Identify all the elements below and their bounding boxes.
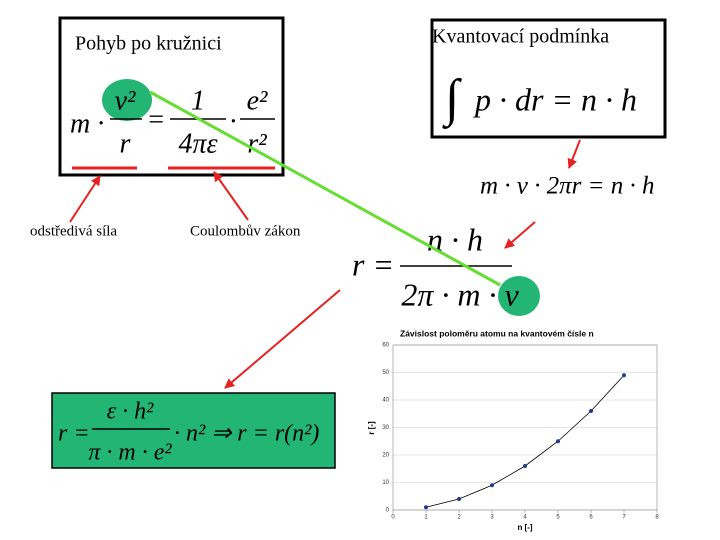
formula: 2π · m · v	[401, 276, 519, 312]
formula: r =	[352, 246, 394, 282]
chart-area	[365, 325, 665, 535]
connector	[149, 90, 501, 287]
x-tick-label: 7	[622, 515, 626, 521]
y-tick-label: 10	[382, 480, 389, 486]
box-title: Kvantovací podmínka	[432, 26, 609, 48]
y-tick-label: 20	[382, 453, 389, 459]
arrow	[69, 175, 101, 223]
point	[424, 505, 428, 510]
highlight	[102, 79, 152, 121]
formula: e²	[247, 85, 268, 116]
y-tick-label: 60	[382, 343, 389, 349]
y-axis-label: r [-]	[367, 421, 376, 435]
formula: r²	[247, 128, 267, 159]
x-tick-label: 4	[523, 515, 527, 521]
y-tick-label: 40	[382, 398, 389, 404]
formula: r	[120, 128, 131, 159]
arrow	[504, 221, 536, 249]
point	[523, 464, 527, 468]
formula: r =	[58, 421, 90, 447]
x-tick-label: 6	[589, 515, 593, 521]
y-tick-label: 50	[382, 370, 389, 376]
formula: m · v · 2πr = n · h	[480, 173, 655, 200]
formula: · n² ⇒ r = r(n²)	[174, 421, 319, 447]
arrow	[213, 171, 249, 221]
highlight	[498, 276, 540, 316]
formula: ·	[230, 106, 237, 137]
x-tick-label: 1	[424, 515, 428, 521]
label: odstředivá síla	[30, 223, 117, 239]
formula: 4πε	[178, 128, 217, 159]
formula: =	[147, 104, 166, 135]
formula: ∫	[442, 70, 462, 129]
x-tick-label: 0	[391, 515, 395, 521]
point	[622, 373, 626, 378]
point	[556, 439, 560, 444]
arrow	[224, 289, 341, 389]
x-tick-label: 5	[556, 515, 560, 521]
plot-frame	[392, 344, 658, 511]
formula: ε · h²	[107, 399, 154, 425]
formula: p · dr = n · h	[473, 81, 637, 117]
formula: π · m · e²	[88, 440, 172, 466]
point	[457, 497, 461, 501]
result-box	[51, 392, 336, 469]
formula: v²	[115, 85, 136, 116]
chart-title: Závislost poloměru atomu na kvantovém čí…	[400, 328, 594, 338]
label: Coulombův zákon	[190, 223, 301, 239]
x-tick-label: 3	[490, 515, 494, 521]
point	[589, 409, 593, 413]
box	[430, 18, 667, 139]
x-tick-label: 8	[655, 515, 659, 521]
formula: m ·	[70, 108, 104, 139]
box-title: Pohyb po kružnici	[75, 33, 222, 55]
x-tick-label: 2	[457, 515, 461, 521]
formula: 1	[191, 85, 205, 116]
plot: 0 10 20 30 40 50 60 0 1 2 3 4 5 6 7 8	[382, 343, 659, 521]
y-tick-label: 30	[382, 425, 389, 431]
formula: n · h	[427, 221, 483, 257]
x-axis-label: n [-]	[517, 523, 532, 532]
arrow	[567, 139, 581, 169]
box	[58, 16, 285, 177]
point	[490, 483, 494, 488]
y-tick-label: 0	[386, 508, 390, 514]
